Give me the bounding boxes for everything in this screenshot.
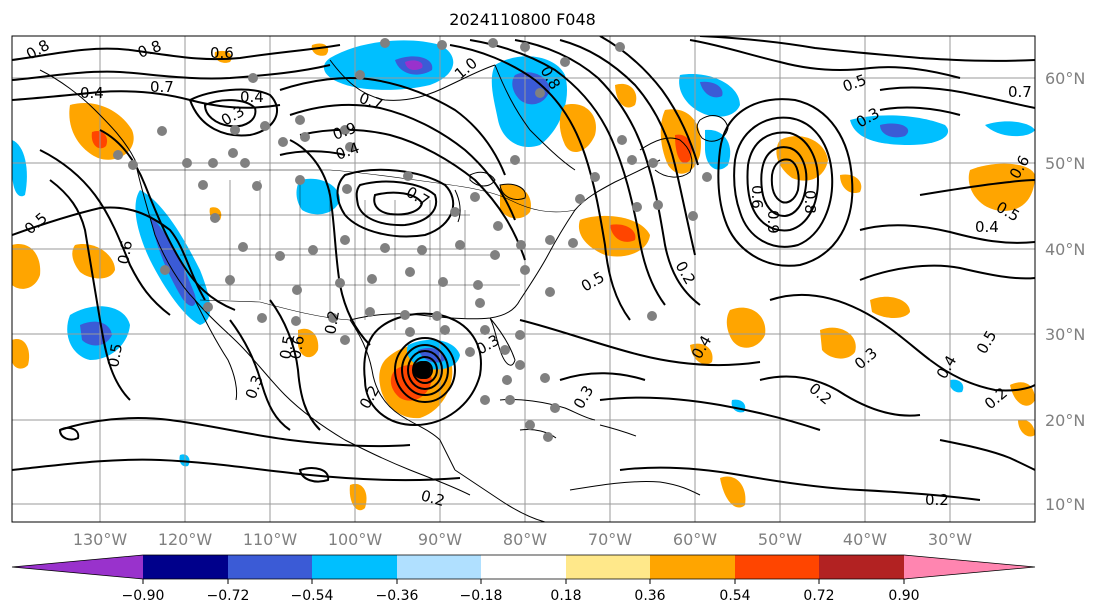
colorbar-tick-label: −0.90 <box>122 588 165 604</box>
lat-label-40n: 40°N <box>1045 240 1085 259</box>
lat-label-30n: 30°N <box>1045 325 1085 344</box>
colorbar-tick-label: −0.54 <box>291 588 334 604</box>
storm-center-marker <box>413 361 431 379</box>
lon-label-60w: 60°W <box>673 530 717 549</box>
colorbar-segment <box>397 555 481 579</box>
colorbar-tick-label: −0.72 <box>207 588 250 604</box>
colorbar-tick-label: 0.72 <box>803 588 834 604</box>
colorbar-segment <box>819 555 904 579</box>
lat-label-50n: 50°N <box>1045 154 1085 173</box>
contour-label: 0.4 <box>975 218 999 236</box>
lon-label-70w: 70°W <box>588 530 632 549</box>
lon-label-110w: 110°W <box>243 530 298 549</box>
contour-label: 0.6 <box>748 185 766 209</box>
colorbar-tick-label: 0.18 <box>550 588 581 604</box>
contour-label: 0.2 <box>925 491 949 509</box>
colorbar-tick-label: −0.36 <box>376 588 419 604</box>
lon-label-50w: 50°W <box>758 530 802 549</box>
contour-label: 0.7 <box>1008 83 1032 101</box>
station-dots <box>113 38 712 442</box>
lat-label-60n: 60°N <box>1045 69 1085 88</box>
lon-label-90w: 90°W <box>418 530 462 549</box>
lon-label-100w: 100°W <box>328 530 383 549</box>
coastlines <box>39 59 729 522</box>
colorbar-segment <box>228 555 312 579</box>
contour-label: 0.9 <box>764 210 782 234</box>
colorbar-segment <box>312 555 397 579</box>
lat-label-10n: 10°N <box>1045 495 1085 514</box>
lon-label-130w: 130°W <box>73 530 128 549</box>
lon-label-120w: 120°W <box>158 530 213 549</box>
colorbar-tick-label: −0.18 <box>460 588 503 604</box>
lat-label-20n: 20°N <box>1045 411 1085 430</box>
colorbar-segment <box>650 555 735 579</box>
contour-label: 0.2 <box>321 309 343 336</box>
colorbar-extend-high <box>904 555 1035 579</box>
contour-label: 0.2 <box>419 486 447 510</box>
colorbar-tick-label: 0.90 <box>888 588 919 604</box>
map-title: 2024110800 F048 <box>449 10 596 29</box>
colorbar-tick-label: 0.54 <box>719 588 750 604</box>
contour-label: 0.6 <box>114 239 136 266</box>
contour-label: 0.4 <box>240 88 264 106</box>
contour-label: 0.8 <box>801 190 819 214</box>
contour-label: 0.7 <box>150 78 174 96</box>
map-frame <box>11 35 1036 523</box>
colorbar-segment <box>735 555 819 579</box>
lon-label-30w: 30°W <box>928 530 972 549</box>
contour-label: 0.5 <box>276 334 298 361</box>
contour-label: 0.5 <box>104 342 126 369</box>
contour-label: 0.6 <box>210 44 234 62</box>
lon-label-80w: 80°W <box>503 530 547 549</box>
contour-label: 0.6 <box>286 334 308 361</box>
colorbar-segment <box>566 555 650 579</box>
colorbar-extend-low <box>12 555 143 579</box>
colorbar-segment <box>143 555 228 579</box>
latitude-labels: 60°N 50°N 40°N 30°N 20°N 10°N <box>1045 69 1085 514</box>
colorbar-segment <box>481 555 566 579</box>
colorbar: −0.90 −0.72 −0.54 −0.36 −0.18 0.18 0.36 … <box>11 554 1036 604</box>
lon-label-40w: 40°W <box>843 530 887 549</box>
longitude-labels: 130°W 120°W 110°W 100°W 90°W 80°W 70°W 6… <box>73 530 972 549</box>
contour-label: 0.4 <box>80 84 104 102</box>
colorbar-tick-label: 0.36 <box>634 588 665 604</box>
